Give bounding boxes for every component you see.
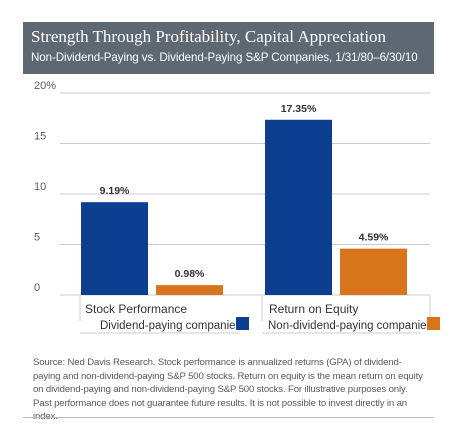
y-tick-label: 15 — [34, 131, 46, 143]
chart-subtitle: Non-Dividend-Paying vs. Dividend-Paying … — [31, 51, 418, 64]
legend-label: Dividend-paying companies — [100, 320, 242, 332]
legend-label: Non-dividend-paying companies — [268, 320, 433, 332]
bottom-divider — [23, 417, 434, 418]
category-label: Stock Performance — [85, 302, 187, 316]
source-note: Source: Ned Davis Research. Stock perfor… — [33, 357, 423, 422]
bar — [81, 202, 148, 295]
data-label: 9.19% — [100, 185, 130, 197]
bar — [340, 248, 407, 295]
data-label: 4.59% — [359, 232, 389, 244]
y-tick-label: 0 — [34, 282, 40, 294]
bar — [156, 285, 223, 295]
y-tick-label: 10 — [34, 181, 46, 193]
chart-title: Strength Through Profitability, Capital … — [31, 27, 387, 46]
legend-swatch — [236, 317, 249, 330]
legend-swatch — [427, 317, 440, 330]
chart-header: Strength Through Profitability, Capital … — [23, 22, 434, 74]
category-label: Return on Equity — [269, 302, 358, 316]
data-label: 0.98% — [175, 268, 205, 280]
y-tick-label: 20% — [34, 80, 56, 92]
bar-chart: 0 5 10 15 20% 9.19% 17.35% 0.98% 4.59% Stock Perf… — [34, 80, 440, 334]
data-label: 17.35% — [281, 103, 317, 115]
y-tick-label: 5 — [34, 232, 40, 244]
bar — [265, 119, 332, 295]
